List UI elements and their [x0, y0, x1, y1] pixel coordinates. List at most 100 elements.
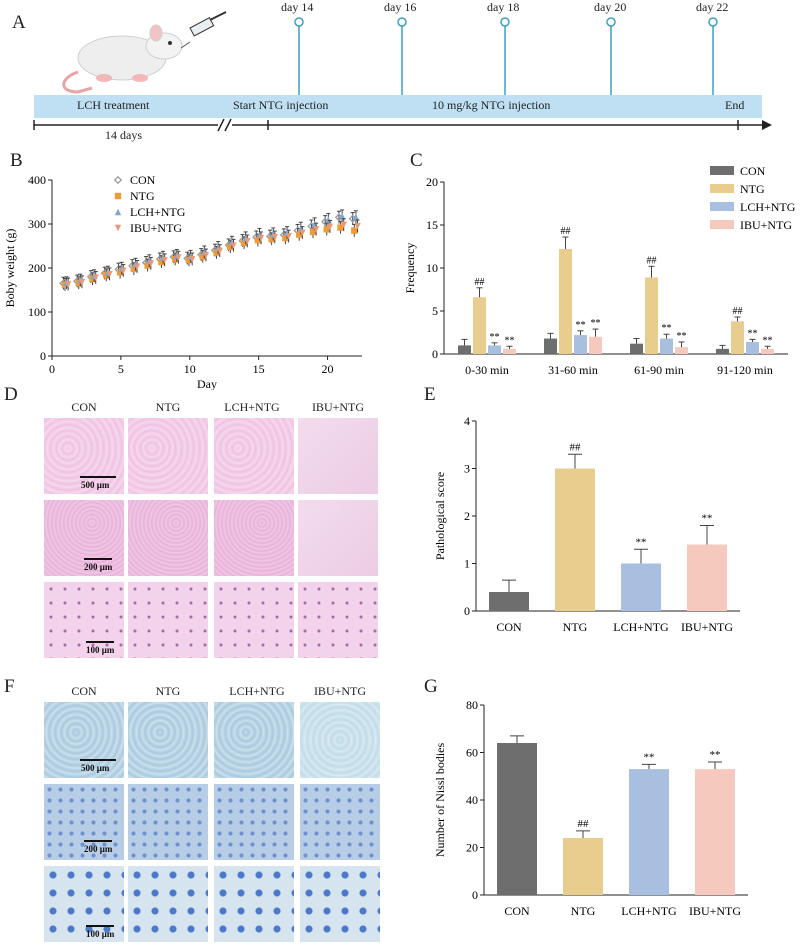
scale-bar: [84, 840, 112, 842]
y-tick-label: 0: [472, 888, 478, 902]
day-pin-head: [397, 17, 407, 27]
x-tick-label: LCH+NTG: [613, 620, 669, 634]
chart-e: 0 1 2 3 4 Pathological score CON ## NTG ** LCH+NTG…: [433, 414, 740, 634]
data-point: [161, 256, 168, 264]
he-image-lch-high: [214, 582, 294, 658]
timeline-arrowhead: [762, 120, 772, 130]
bar: [761, 348, 774, 354]
he-header-con: CON: [71, 400, 97, 414]
data-point: [326, 223, 334, 230]
day-pin-head: [294, 17, 304, 27]
y-tick-label: 15: [426, 218, 438, 232]
panel-label-a: A: [12, 12, 26, 33]
legend-marker: [113, 175, 123, 185]
scale-label: 500 μm: [81, 480, 110, 490]
y-axis-label: Number of Nissl bodies: [433, 743, 447, 858]
nissl-header-ntg: NTG: [155, 684, 181, 698]
data-point: [296, 231, 303, 238]
day-label: day 16: [384, 0, 417, 14]
y-tick-label: 200: [28, 261, 46, 275]
x-tick-label: CON: [504, 904, 530, 918]
significance-label: **: [644, 751, 655, 763]
scale-bar: [84, 558, 112, 560]
significance-label: **: [662, 323, 672, 334]
data-point: [172, 256, 179, 263]
x-tick-label: 15: [253, 362, 265, 376]
y-tick-label: 20: [466, 841, 478, 855]
nissl-image-ibu-mid: [300, 784, 380, 860]
data-point: [299, 229, 306, 236]
y-tick-label: 40: [466, 793, 478, 807]
legend-label: IBU+NTG: [130, 221, 182, 235]
data-point: [230, 242, 237, 249]
significance-label: ##: [561, 226, 571, 237]
day-pin-head: [606, 17, 616, 27]
data-point: [352, 213, 360, 221]
nissl-image-con-high: [44, 866, 124, 942]
y-axis-label: Pathological score: [433, 472, 447, 560]
panel-label-e: E: [424, 384, 436, 405]
bar: [489, 592, 529, 611]
start-ntg-label: Start NTG injection: [233, 98, 329, 112]
significance-label: **: [505, 335, 515, 346]
data-point: [185, 256, 193, 264]
he-image-ntg-low: [128, 418, 208, 494]
duration-label: 14 days: [105, 128, 142, 142]
significance-label: **: [677, 331, 687, 342]
bar: [555, 468, 595, 611]
chart-b: 0 100 200 300 400 Boby weight (g) 0 5 10 15 20 Day C…: [3, 173, 362, 390]
scale-bar: [86, 925, 114, 927]
he-image-ibu-high: [298, 582, 378, 658]
y-tick-label: 20: [426, 175, 438, 189]
data-point: [351, 227, 358, 234]
data-point: [340, 221, 347, 229]
data-point: [240, 239, 248, 247]
bar: [503, 348, 516, 354]
significance-label: ##: [733, 306, 743, 317]
he-image-lch-low: [214, 418, 294, 494]
legend-swatch: [710, 202, 734, 211]
x-tick-label: 20: [322, 362, 334, 376]
bar: [589, 336, 602, 354]
bar: [574, 335, 587, 354]
x-tick-label: 0-30 min: [465, 363, 509, 377]
day-label: day 22: [696, 0, 729, 14]
bar: [675, 347, 688, 354]
he-image-ibu-mid: [298, 500, 378, 576]
y-axis-label: Frequency: [403, 243, 417, 294]
bar: [629, 769, 669, 895]
significance-label: **: [591, 318, 601, 329]
y-tick-label: 2: [464, 509, 470, 523]
y-tick-label: 400: [28, 173, 46, 187]
significance-label: **: [748, 328, 758, 339]
scale-bar: [80, 476, 116, 478]
legend-label: LCH+NTG: [130, 205, 186, 219]
end-label: End: [725, 98, 745, 112]
data-point: [285, 233, 292, 240]
data-point: [106, 270, 113, 278]
y-tick-label: 300: [28, 217, 46, 231]
significance-label: ##: [647, 255, 657, 266]
lch-treatment-label: LCH treatment: [77, 98, 150, 112]
syringe-icon: [180, 11, 227, 49]
significance-label: ##: [578, 818, 590, 830]
dose-label: 10 mg/kg NTG injection: [432, 98, 551, 112]
y-tick-label: 5: [432, 304, 438, 318]
data-point: [268, 235, 275, 243]
data-point: [64, 281, 72, 288]
significance-label: ##: [570, 441, 582, 453]
chart-c: 0 5 10 15 20 Frequency 0-30 min ## ** ** 31-60 min…: [403, 164, 796, 377]
data-point: [257, 234, 265, 242]
data-point: [199, 253, 206, 260]
significance-label: **: [763, 335, 773, 346]
data-point: [337, 224, 344, 231]
y-tick-label: 60: [466, 746, 478, 760]
nissl-image-ntg-high: [128, 866, 208, 942]
scale-label: 200 μm: [84, 844, 113, 854]
bar: [645, 277, 658, 354]
he-image-ibu-low: [298, 418, 378, 494]
he-image-con-high: [44, 582, 124, 658]
data-point: [323, 226, 330, 233]
x-tick-label: 10: [184, 362, 196, 376]
bar: [559, 249, 572, 354]
